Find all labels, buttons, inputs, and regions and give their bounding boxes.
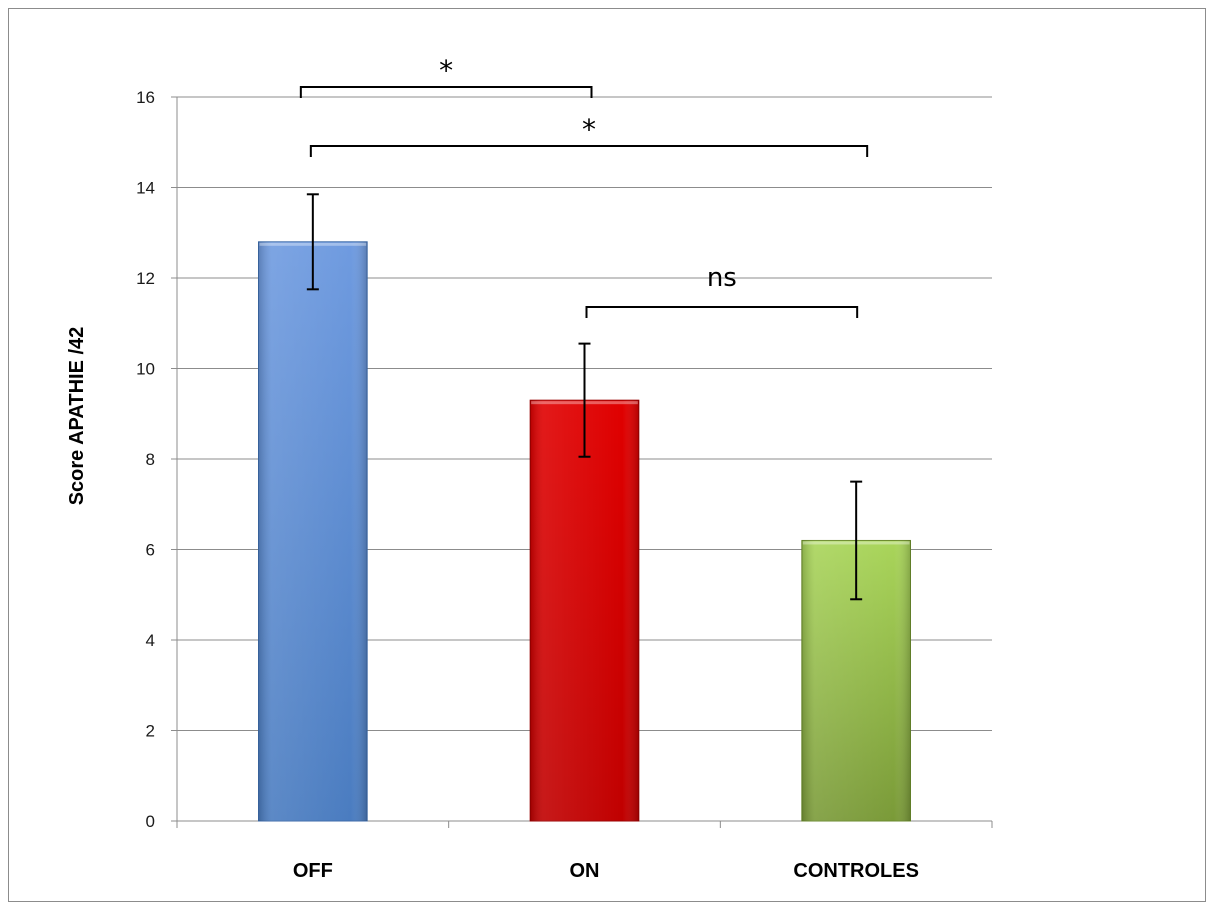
significance-bracket xyxy=(299,86,593,98)
bar-chart: 0 2 4 6 8 10 12 14 16 OFF ON CONTROLES * * ns Score A… xyxy=(66,54,993,882)
chart-frame: 0 2 4 6 8 10 12 14 16 OFF ON CONTROLES * * ns Score A… xyxy=(8,8,1206,902)
y-tick-label: 16 xyxy=(136,88,155,107)
y-tick-label: 12 xyxy=(136,269,155,288)
significance-bracket xyxy=(309,145,869,157)
x-category-label: CONTROLES xyxy=(793,860,919,882)
y-tick-label: 0 xyxy=(146,812,155,831)
bar-shading xyxy=(530,400,639,821)
bar-shading xyxy=(258,241,368,822)
y-tick-label: 10 xyxy=(136,360,155,379)
bars xyxy=(258,241,911,822)
axis-labels: 0 2 4 6 8 10 12 14 16 OFF ON CONTROLES xyxy=(136,88,919,882)
significance-label: * xyxy=(582,113,596,146)
error-bars xyxy=(306,193,863,601)
y-tick-label: 2 xyxy=(146,722,155,741)
y-tick-label: 14 xyxy=(136,179,155,198)
x-category-label: ON xyxy=(570,860,600,882)
significance-brackets: * * ns xyxy=(299,54,869,318)
significance-label: ns xyxy=(707,263,737,293)
x-category-label: OFF xyxy=(293,860,333,882)
y-tick-label: 4 xyxy=(146,631,155,650)
significance-bracket xyxy=(585,306,859,318)
significance-label: * xyxy=(439,54,453,87)
y-tick-label: 6 xyxy=(146,541,155,560)
y-axis-label: Score APATHIE /42 xyxy=(66,327,88,506)
y-tick-label: 8 xyxy=(146,450,155,469)
